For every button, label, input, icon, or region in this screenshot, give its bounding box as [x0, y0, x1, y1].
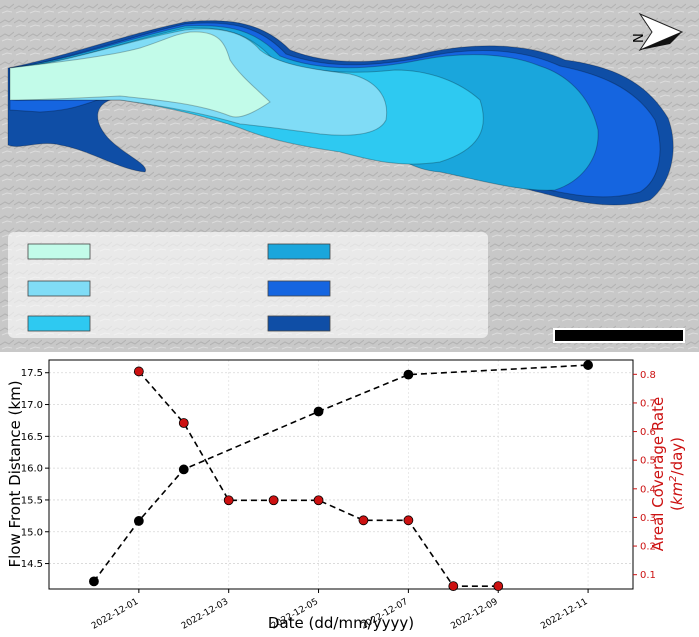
flow-front-point — [313, 406, 324, 417]
coverage-rate-point — [178, 418, 189, 428]
right-y-axis-label-unit-base: km — [668, 482, 686, 505]
series — [89, 360, 593, 592]
x-tick-label: 2022-12-01 — [90, 597, 140, 632]
left-tick-label: 17.5 — [21, 368, 43, 379]
flow-extent-1 — [9, 31, 271, 118]
left-tick-label: 14.5 — [21, 559, 43, 570]
plot-frame — [48, 359, 634, 590]
coverage-rate-point — [268, 495, 279, 506]
grid — [49, 360, 633, 589]
left-tick-label: 17.0 — [21, 400, 43, 411]
north-arrow-shadow-icon — [640, 32, 682, 50]
right-y-axis-label-unit: (km2/day) — [668, 437, 686, 511]
right-tick-label: 0.7 — [640, 398, 656, 409]
right-tick-label: 0.2 — [640, 542, 656, 553]
right-y-axis-label: Areal Coverage Rate (km2/day) — [649, 397, 686, 551]
flow-front-point — [133, 516, 144, 526]
right-tick-label: 0.3 — [640, 513, 656, 524]
coverage-rate-point — [493, 581, 504, 592]
legend-swatch-2 — [27, 280, 91, 297]
legend-swatch-6 — [267, 315, 331, 332]
coverage-rate-point — [403, 515, 414, 526]
coverage-rate-line — [138, 370, 499, 587]
legend-swatch-1 — [27, 243, 91, 260]
legend-swatch-3 — [27, 315, 91, 332]
right-y-axis-label-title: Areal Coverage Rate — [649, 397, 667, 551]
right-tick-label: 0.4 — [640, 484, 656, 495]
flow-front-point — [583, 360, 593, 370]
right-tick-label: 0.1 — [640, 570, 656, 581]
x-tick-label: 2022-12-11 — [539, 597, 589, 632]
legend-swatch-5 — [267, 280, 331, 297]
right-y-axis-label-unit-suffix: /day) — [668, 437, 686, 476]
flow-extents — [7, 20, 674, 206]
right-tick-label: 0.5 — [640, 456, 656, 467]
left-tick-label: 16.0 — [21, 464, 43, 475]
x-tick-label: 2022-12-09 — [449, 597, 500, 632]
flow-front-point — [178, 464, 189, 475]
right-tick-label: 0.6 — [640, 427, 656, 438]
right-y-axis-label-unit-exp: 2 — [668, 475, 679, 481]
right-y-axis-label-unit-open: ( — [668, 505, 686, 511]
legend-swatches — [27, 243, 331, 332]
coverage-rate-point — [133, 366, 144, 377]
right-tick-label: 0.8 — [640, 370, 656, 381]
coverage-rate-point — [448, 581, 459, 592]
lava-flow-map: N — [0, 0, 699, 352]
north-label: N — [632, 33, 647, 43]
left-y-axis-label: Flow Front Distance (km) — [6, 380, 24, 567]
left-tick-label: 16.5 — [21, 432, 43, 443]
x-tick-label: 2022-12-03 — [180, 597, 230, 632]
x-axis-label: Date (dd/mm/yyyy) — [268, 614, 414, 632]
legend-box — [8, 232, 488, 338]
right-y-axis: 0.1 0.2 0.3 0.4 0.5 0.6 0.7 0.8 — [633, 370, 656, 581]
left-y-axis: 14.5 15.0 15.5 16.0 16.5 17.0 17.5 — [21, 368, 49, 570]
legend-swatch-4 — [267, 243, 331, 260]
north-arrow: N — [632, 12, 684, 52]
flow-front-point — [403, 369, 414, 380]
scale-bar — [553, 328, 685, 343]
flow-front-point — [89, 576, 99, 587]
flow-chart: 14.5 15.0 15.5 16.0 16.5 17.0 17.5 0.1 0.2 0.3 0.… — [0, 352, 699, 633]
coverage-rate-point — [358, 515, 369, 526]
flow-front-line — [93, 364, 589, 582]
coverage-rate-point — [313, 495, 324, 506]
left-tick-label: 15.5 — [21, 495, 43, 506]
left-tick-label: 15.0 — [21, 527, 43, 538]
coverage-rate-point — [223, 495, 234, 506]
